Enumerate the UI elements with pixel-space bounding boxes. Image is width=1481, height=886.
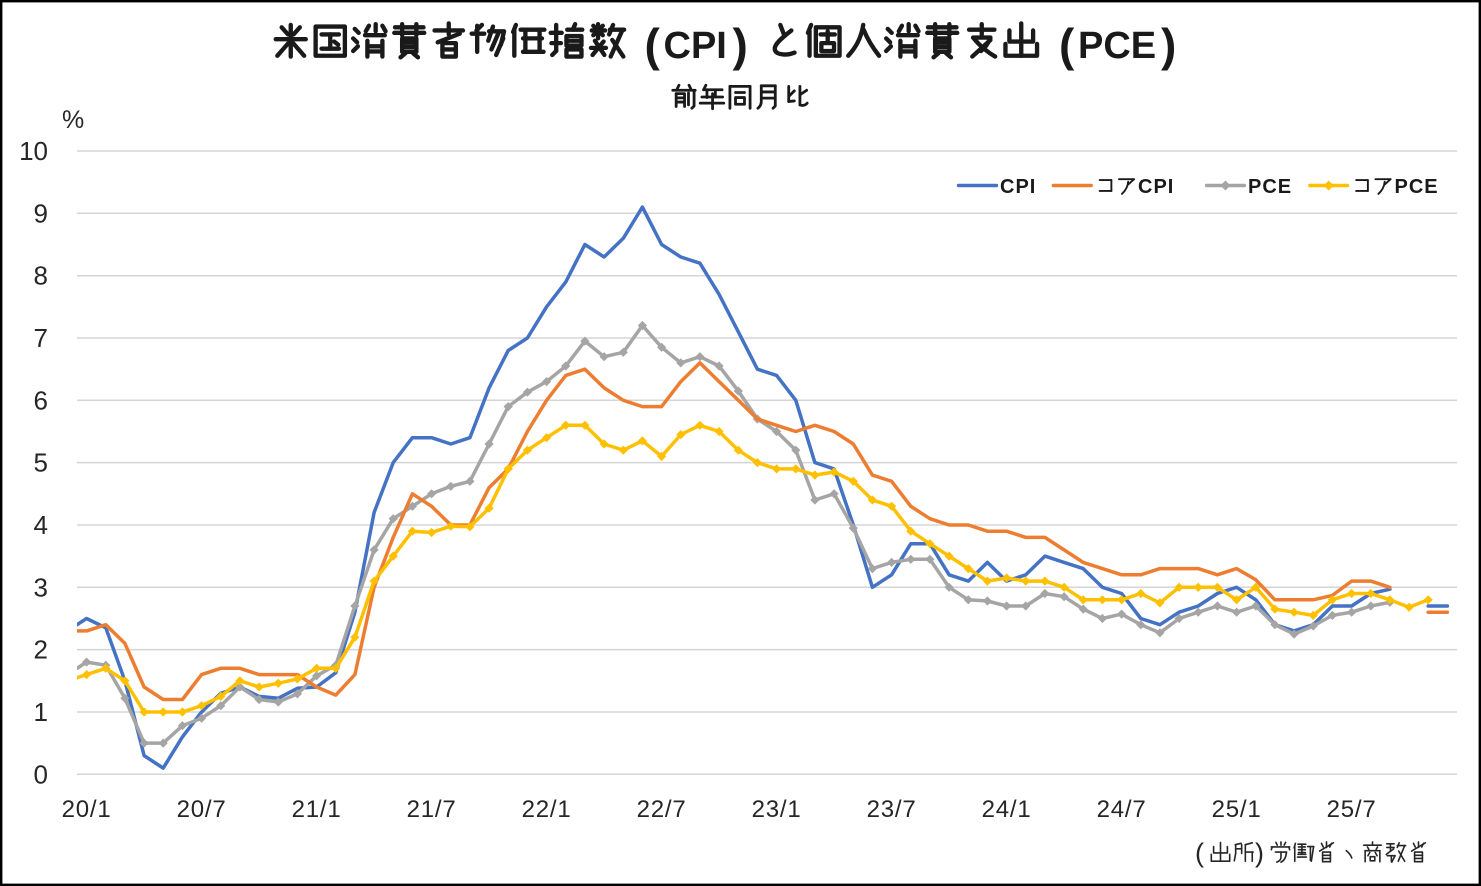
svg-text:5: 5 [34, 448, 48, 478]
svg-text:22/1: 22/1 [522, 796, 572, 823]
svg-text:7: 7 [34, 323, 48, 353]
svg-text:(: ( [645, 19, 661, 71]
svg-text:10: 10 [19, 136, 48, 166]
svg-text:23/7: 23/7 [867, 796, 917, 823]
svg-text:CPI: CPI [1138, 176, 1174, 198]
svg-text:9: 9 [34, 198, 48, 228]
svg-text:21/7: 21/7 [407, 796, 457, 823]
svg-text:): ) [1255, 838, 1264, 868]
svg-text:%: % [62, 106, 84, 134]
svg-text:20/7: 20/7 [177, 796, 227, 823]
svg-text:22/7: 22/7 [637, 796, 687, 823]
svg-text:(: ( [1059, 19, 1075, 71]
svg-text:PCE: PCE [1078, 25, 1156, 67]
svg-text:8: 8 [34, 261, 48, 291]
svg-text:PCE: PCE [1395, 176, 1439, 198]
svg-text:CPI: CPI [664, 25, 727, 67]
svg-text:): ) [1161, 19, 1176, 71]
svg-text:1: 1 [34, 697, 48, 727]
svg-text:): ) [733, 19, 748, 71]
svg-text:3: 3 [34, 572, 48, 602]
svg-text:0: 0 [34, 759, 48, 789]
svg-text:4: 4 [34, 510, 48, 540]
svg-text:23/1: 23/1 [752, 796, 802, 823]
svg-text:20/1: 20/1 [62, 796, 112, 823]
svg-text:21/1: 21/1 [292, 796, 342, 823]
svg-text:6: 6 [34, 385, 48, 415]
svg-text:24/1: 24/1 [982, 796, 1032, 823]
svg-text:(: ( [1195, 838, 1204, 868]
svg-text:CPI: CPI [1000, 176, 1036, 198]
svg-text:2: 2 [34, 635, 48, 665]
svg-text:24/7: 24/7 [1097, 796, 1147, 823]
svg-text:25/1: 25/1 [1212, 796, 1262, 823]
svg-text:PCE: PCE [1248, 176, 1292, 198]
svg-text:25/7: 25/7 [1327, 796, 1377, 823]
